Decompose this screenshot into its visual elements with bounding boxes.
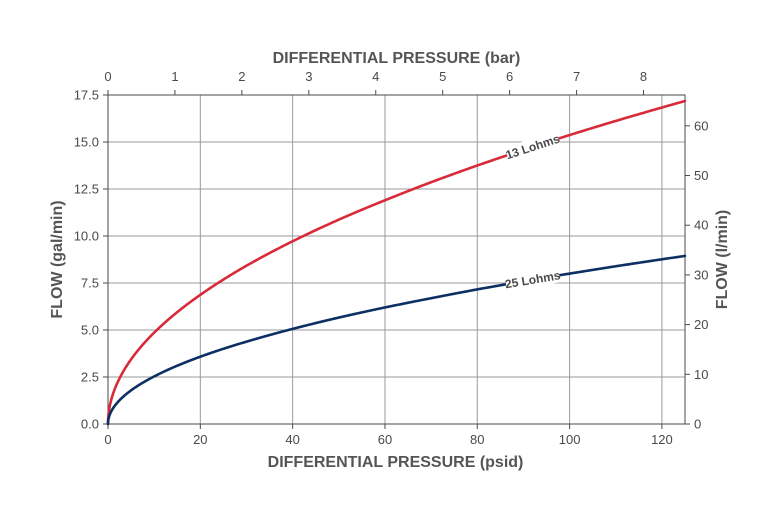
y-left-tick-label: 2.5 xyxy=(81,370,99,385)
series-line xyxy=(106,254,687,426)
y-left-tick-label: 7.5 xyxy=(81,276,99,291)
series-labels: 13 Lohms 25 Lohms xyxy=(504,130,562,291)
x-top-tick-label: 5 xyxy=(439,69,446,84)
x-bottom-tick-label: 60 xyxy=(378,432,392,447)
series-label-group: 13 Lohms xyxy=(504,130,562,162)
series-label: 25 Lohms xyxy=(504,268,562,291)
series-label-background xyxy=(504,267,561,292)
series xyxy=(106,99,687,426)
x-bottom-tick-label: 80 xyxy=(470,432,484,447)
x-bottom-tick-label: 0 xyxy=(104,432,111,447)
series-line xyxy=(106,99,687,426)
series-label-group: 25 Lohms xyxy=(504,267,562,291)
x-top-tick-label: 4 xyxy=(372,69,379,84)
grid xyxy=(108,95,685,424)
x-bottom-tick-label: 20 xyxy=(193,432,207,447)
y-left-axis-title: FLOW (gal/min) xyxy=(49,200,66,318)
x-bottom-tick-label: 100 xyxy=(559,432,581,447)
x-top-axis-title: DIFFERENTIAL PRESSURE (bar) xyxy=(273,50,521,67)
y-right-tick-label: 30 xyxy=(694,267,708,282)
x-top-tick-label: 8 xyxy=(640,69,647,84)
y-right-tick-label: 50 xyxy=(694,168,708,183)
x-bottom-tick-label: 40 xyxy=(285,432,299,447)
y-left-tick-label: 0.0 xyxy=(81,417,99,432)
x-top-tick-label: 7 xyxy=(573,69,580,84)
y-left-tick-label: 15.0 xyxy=(74,135,99,150)
x-top-tick-label: 2 xyxy=(238,69,245,84)
y-right-tick-label: 60 xyxy=(694,118,708,133)
x-top-tick-label: 1 xyxy=(171,69,178,84)
y-left-tick-label: 12.5 xyxy=(74,182,99,197)
x-top-tick-label: 0 xyxy=(104,69,111,84)
series-label: 13 Lohms xyxy=(504,131,562,162)
y-right-tick-label: 40 xyxy=(694,218,708,233)
y-right-tick-label: 20 xyxy=(694,317,708,332)
plot-frame xyxy=(107,94,686,425)
y-left-tick-label: 17.5 xyxy=(74,88,99,103)
ticks: 0 20 40 60 80 100 1200.02.55.07.510.012.515.01… xyxy=(74,69,709,447)
x-bottom-axis-title: DIFFERENTIAL PRESSURE (psid) xyxy=(268,454,524,471)
x-top-tick-label: 6 xyxy=(506,69,513,84)
y-right-axis-title: FLOW (l/min) xyxy=(714,210,731,310)
series-label-background xyxy=(504,130,561,162)
y-left-tick-label: 5.0 xyxy=(81,323,99,338)
x-top-tick-label: 3 xyxy=(305,69,312,84)
x-bottom-tick-label: 120 xyxy=(651,432,673,447)
y-right-tick-label: 0 xyxy=(694,417,701,432)
y-right-tick-label: 10 xyxy=(694,367,708,382)
y-left-tick-label: 10.0 xyxy=(74,229,99,244)
